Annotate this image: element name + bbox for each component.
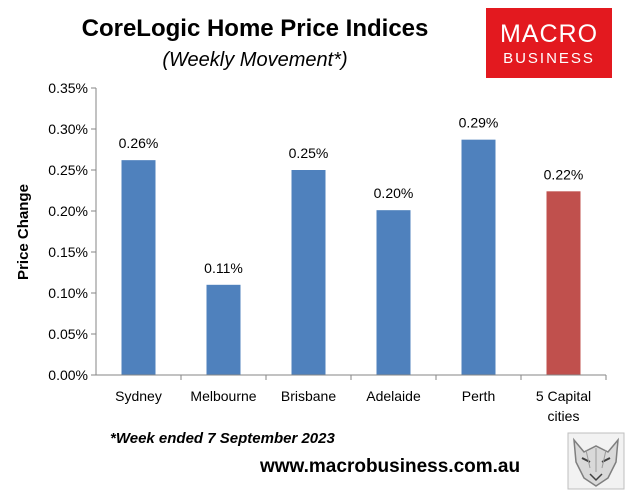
y-tick-label: 0.05% <box>48 326 88 342</box>
y-tick-label: 0.35% <box>48 80 88 96</box>
bar <box>121 160 156 375</box>
data-label: 0.11% <box>204 260 243 276</box>
y-axis-ticks: 0.00% 0.05% 0.10% 0.15% 0.20% 0.25% 0.30% 0.35% <box>48 80 96 383</box>
macrobusiness-logo: MACRO BUSINESS <box>486 8 612 78</box>
y-tick-label: 0.20% <box>48 203 88 219</box>
footnote: *Week ended 7 September 2023 <box>110 430 335 447</box>
x-tick-label: Perth <box>462 388 495 404</box>
data-label: 0.25% <box>289 145 329 161</box>
y-tick-label: 0.00% <box>48 367 88 383</box>
data-label: 0.29% <box>459 115 499 131</box>
wolf-head-icon <box>567 432 625 490</box>
chart-subtitle: (Weekly Movement*) <box>162 49 347 71</box>
bar <box>206 284 241 375</box>
x-tick-label: Melbourne <box>190 388 256 404</box>
bar <box>291 170 326 375</box>
y-axis-title: Price Change <box>15 184 32 280</box>
logo-line-2: BUSINESS <box>503 50 595 67</box>
category-labels: Sydney Melbourne Brisbane Adelaide Perth 5 Ca… <box>115 388 591 424</box>
website-url[interactable]: www.macrobusiness.com.au <box>259 456 520 477</box>
data-label: 0.20% <box>374 185 414 201</box>
y-tick-label: 0.15% <box>48 244 88 260</box>
data-label: 0.26% <box>119 135 159 151</box>
x-tick-label: 5 Capital <box>536 388 591 404</box>
chart-title: CoreLogic Home Price Indices <box>82 15 429 42</box>
data-labels: 0.26% 0.11% 0.25% 0.20% 0.29% 0.22% <box>119 115 584 276</box>
y-tick-label: 0.25% <box>48 162 88 178</box>
logo-line-1: MACRO <box>500 20 598 48</box>
logo-background <box>486 8 612 78</box>
x-tick-label: cities <box>548 408 580 424</box>
y-tick-label: 0.30% <box>48 121 88 137</box>
data-label: 0.22% <box>544 166 584 182</box>
y-tick-label: 0.10% <box>48 285 88 301</box>
bar <box>376 210 411 375</box>
bars <box>121 139 607 380</box>
x-tick-label: Adelaide <box>366 388 421 404</box>
bar <box>546 191 581 375</box>
plot-area <box>96 88 606 375</box>
x-tick-label: Brisbane <box>281 388 336 404</box>
x-tick-label: Sydney <box>115 388 162 404</box>
bar <box>461 139 496 375</box>
